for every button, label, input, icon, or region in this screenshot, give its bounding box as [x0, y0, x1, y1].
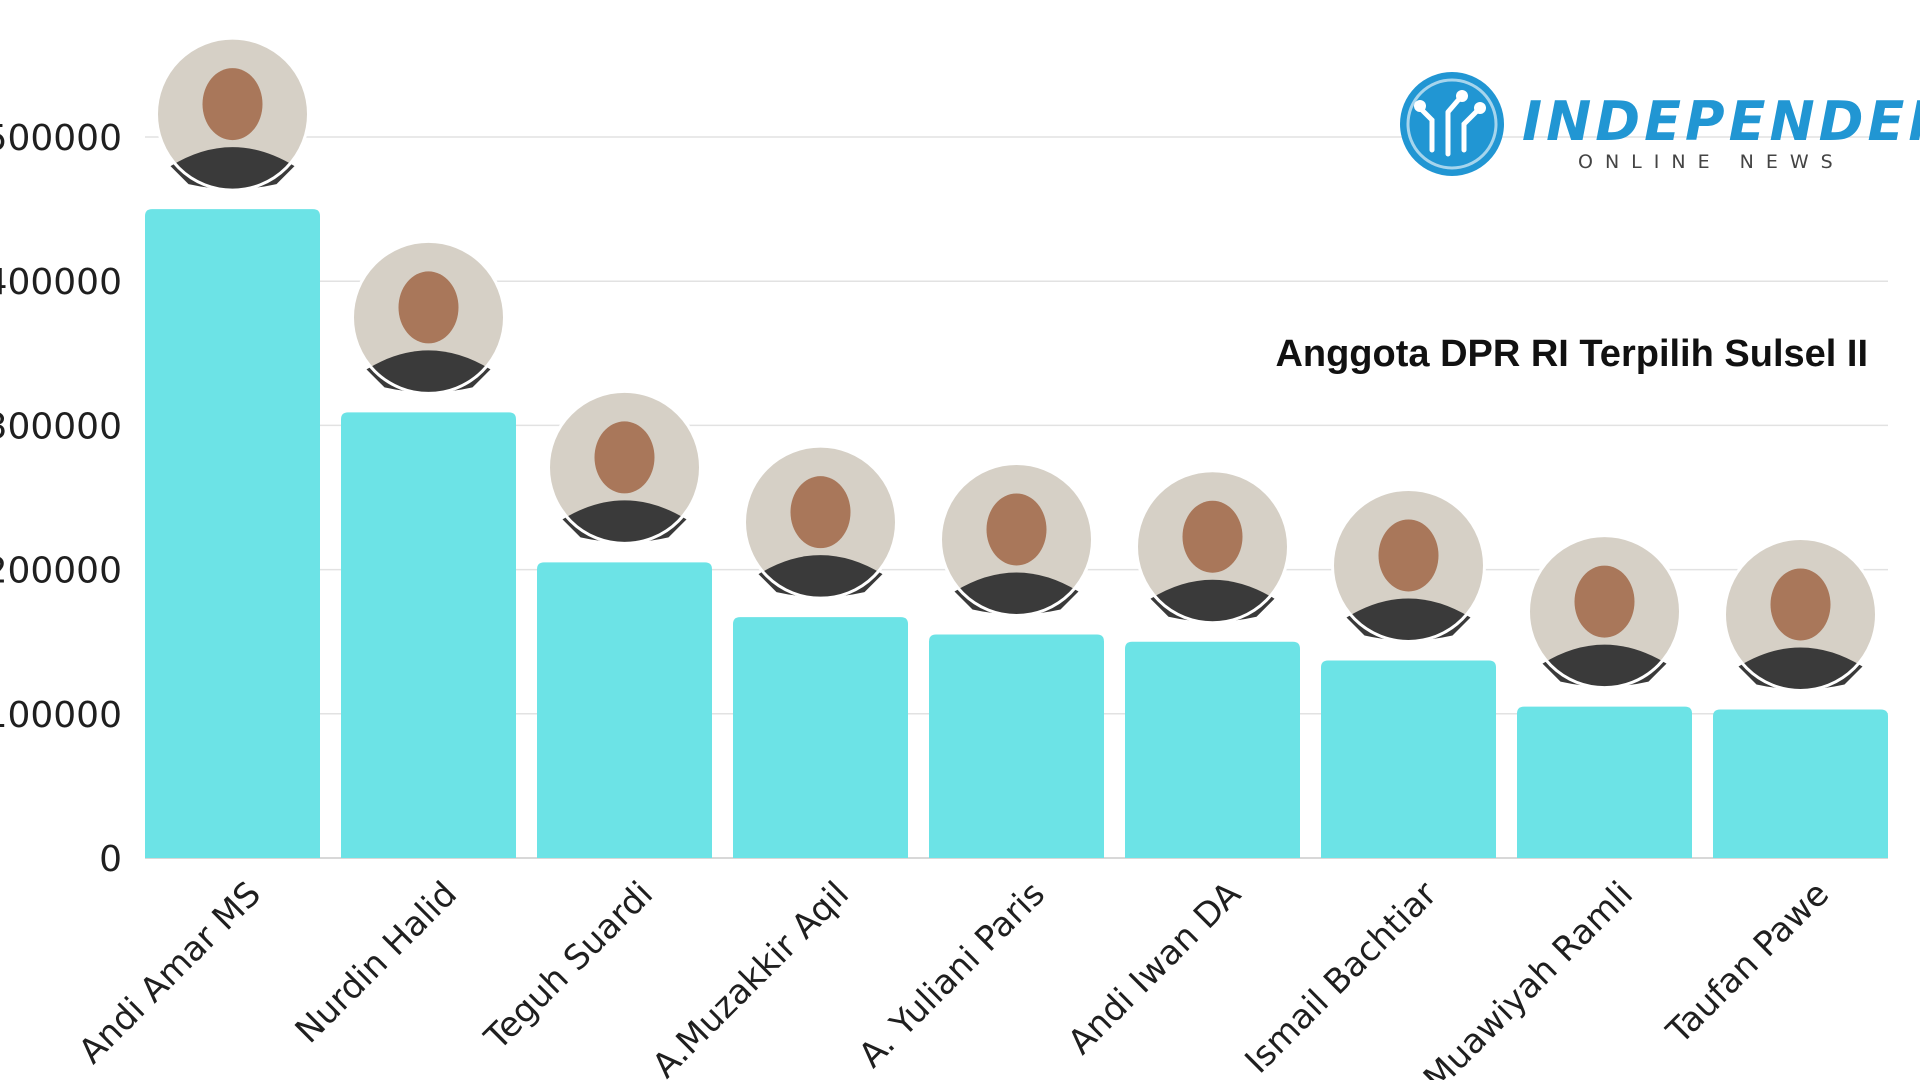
chart-title: Anggota DPR RI Terpilih Sulsel II	[1275, 333, 1868, 375]
bar	[1713, 709, 1888, 858]
y-tick-label: 300000	[0, 406, 122, 447]
x-tick-label: Taufan Pawe	[1659, 874, 1837, 1052]
bar	[1321, 660, 1496, 858]
x-tick-label: Teguh Suardi	[476, 874, 660, 1058]
bar	[1125, 641, 1300, 858]
person-photo-icon	[743, 444, 898, 600]
bar	[341, 412, 516, 858]
y-tick-label: 500000	[0, 118, 122, 159]
person-photo-icon	[1723, 536, 1878, 692]
bar	[537, 562, 712, 858]
x-tick-label: Andi Amar MS	[71, 874, 269, 1072]
person-photo-icon	[1527, 534, 1682, 690]
y-tick-label: 0	[99, 839, 122, 880]
person-photo-icon	[351, 239, 506, 395]
person-photo-icon	[939, 461, 1094, 617]
bars	[145, 209, 1888, 859]
photos	[155, 36, 1878, 692]
bar	[145, 209, 320, 859]
x-tick-label: Ismail Bachtiar	[1237, 874, 1444, 1080]
logo-name: INDEPENDEN	[1522, 90, 1920, 153]
y-tick-label: 100000	[0, 695, 122, 736]
logo-tagline: ONLINE NEWS	[1578, 151, 1845, 173]
person-photo-icon	[1331, 487, 1486, 643]
bar	[929, 634, 1104, 858]
circuit-globe-icon	[1400, 72, 1504, 176]
x-tick-label: A.Muzakkir Aqil	[645, 874, 857, 1080]
person-photo-icon	[547, 389, 702, 545]
person-photo-icon	[1135, 469, 1290, 625]
y-tick-label: 400000	[0, 262, 122, 303]
y-tick-label: 200000	[0, 551, 122, 592]
x-axis-labels: Andi Amar MS Nurdin Halid Teguh SuardiA.Mu…	[71, 874, 1837, 1080]
y-axis-ticks: 0 100000 200000 300000 400000 500000	[0, 118, 122, 880]
person-photo-icon	[155, 36, 310, 192]
logo: INDEPENDEN ONLINE NEWS	[1400, 72, 1920, 176]
x-tick-label: Nurdin Halid	[288, 874, 465, 1051]
x-tick-label: A. Yuliani Paris	[851, 874, 1053, 1076]
x-tick-label: Andi Iwan DA	[1060, 874, 1248, 1062]
bar	[1517, 706, 1692, 858]
bar	[733, 617, 908, 858]
